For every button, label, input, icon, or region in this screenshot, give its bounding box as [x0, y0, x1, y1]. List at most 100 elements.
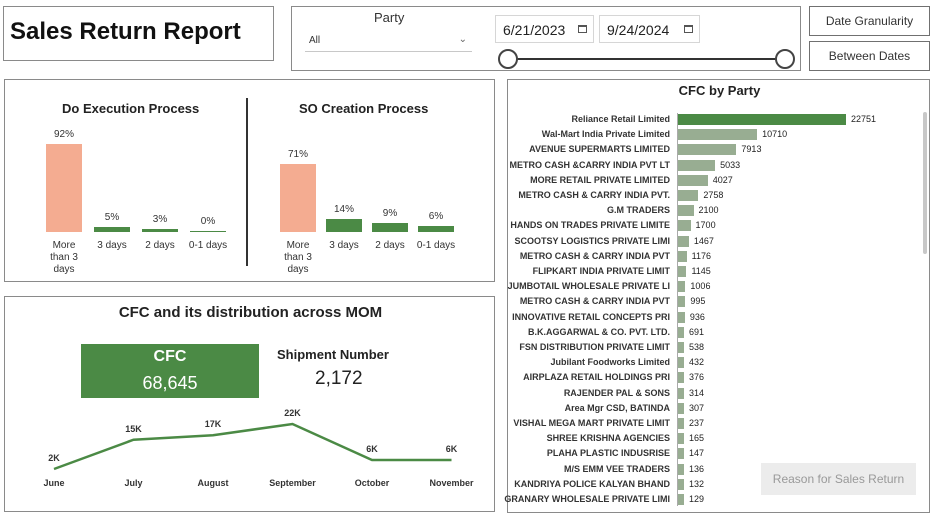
cfc-card-label: CFC — [153, 348, 187, 365]
reason-for-sales-return-button[interactable]: Reason for Sales Return — [761, 463, 916, 495]
calendar-icon[interactable] — [578, 25, 587, 33]
party-row[interactable]: METRO CASH & CARRY INDIA PVT 995 — [508, 294, 918, 309]
party-row[interactable]: G.M TRADERS 2100 — [508, 203, 918, 218]
bar-category-label: 2 days — [375, 240, 405, 251]
party-value: 691 — [689, 326, 705, 337]
party-row[interactable]: PLAHA PLASTIC INDUSRISE 147 — [508, 446, 918, 461]
party-bar[interactable] — [678, 402, 684, 414]
party-row[interactable]: VISHAL MEGA MART PRIVATE LIMIT 237 — [508, 416, 918, 431]
party-value: 538 — [689, 342, 705, 352]
party-row[interactable]: KANDRIYA POLICE KALYAN BHAND 132 — [508, 477, 918, 492]
party-row[interactable]: Reliance Retail Limited 22751 — [508, 112, 918, 127]
date-range-slider-track[interactable] — [507, 58, 785, 60]
party-row[interactable]: SCOOTSY LOGISTICS PRIVATE LIMI 1467 — [508, 234, 918, 249]
mom-title: CFC and its distribution across MOM — [118, 304, 383, 321]
party-row[interactable]: JUMBOTAIL WHOLESALE PRIVATE LI 1006 — [508, 279, 918, 294]
mom-month-label: August — [197, 478, 229, 488]
party-bar[interactable] — [678, 114, 846, 125]
party-value: 2100 — [698, 205, 719, 216]
party-row[interactable]: INNOVATIVE RETAIL CONCEPTS PRI 936 — [508, 310, 918, 325]
bar-category-label: 3 days — [97, 240, 127, 251]
party-value: 237 — [689, 418, 705, 428]
mom-value-label: 2K — [48, 453, 60, 463]
party-name: PLAHA PLASTIC INDUSRISE — [546, 448, 670, 459]
end-date-value: 9/24/2024 — [607, 22, 670, 38]
process-bar[interactable] — [142, 229, 178, 232]
party-row[interactable]: AIRPLAZA RETAIL HOLDINGS PRI 376 — [508, 370, 918, 385]
party-bar[interactable] — [678, 220, 691, 232]
mom-value-label: 17K — [204, 419, 222, 430]
start-date-input[interactable]: 6/21/2023 — [495, 15, 594, 43]
party-bar[interactable] — [678, 235, 689, 247]
party-value: 136 — [689, 463, 705, 474]
party-bar[interactable] — [678, 311, 685, 323]
party-value: 1145 — [691, 266, 711, 276]
party-bar[interactable] — [678, 326, 684, 338]
party-row[interactable]: RAJENDER PAL & SONS 314 — [508, 386, 918, 401]
process-bar[interactable] — [372, 223, 408, 232]
party-name: JUMBOTAIL WHOLESALE PRIVATE LI — [507, 281, 670, 292]
party-bar[interactable] — [678, 205, 694, 217]
party-bar[interactable] — [678, 159, 716, 171]
party-value: 22751 — [851, 114, 877, 124]
date-slider-end-handle[interactable] — [775, 49, 795, 69]
party-bar[interactable] — [678, 448, 684, 460]
party-row[interactable]: AVENUE SUPERMARTS LIMITED 7913 — [508, 142, 918, 157]
party-row[interactable]: METRO CASH & CARRY INDIA PVT 1176 — [508, 249, 918, 264]
process-bar[interactable] — [280, 164, 316, 232]
party-bar[interactable] — [678, 478, 684, 490]
calendar-icon[interactable] — [684, 25, 693, 33]
party-row[interactable]: FLIPKART INDIA PRIVATE LIMIT 1145 — [508, 264, 918, 279]
party-bar[interactable] — [678, 463, 684, 475]
process-bar[interactable] — [46, 144, 82, 232]
process-bar[interactable] — [190, 231, 226, 232]
mom-series-line[interactable] — [53, 422, 452, 471]
party-name: Area Mgr CSD, BATINDA — [564, 402, 670, 413]
party-row[interactable]: HANDS ON TRADES PRIVATE LIMITE 1700 — [508, 218, 918, 233]
shipment-label: Shipment Number — [277, 347, 389, 362]
party-bar[interactable] — [678, 129, 758, 141]
party-bar[interactable] — [678, 342, 684, 353]
party-bar[interactable] — [678, 144, 737, 156]
date-granularity-button[interactable]: Date Granularity — [809, 6, 930, 36]
party-bar[interactable] — [678, 372, 684, 384]
party-row[interactable]: METRO CASH & CARRY INDIA PVT. 2758 — [508, 188, 918, 203]
party-bar[interactable] — [678, 250, 687, 262]
party-bar[interactable] — [678, 387, 684, 399]
party-row[interactable]: Wal-Mart India Private Limited 10710 — [508, 127, 918, 142]
process-bar[interactable] — [326, 218, 362, 232]
party-row[interactable]: SHREE KRISHNA AGENCIES 165 — [508, 431, 918, 446]
cfc-by-party-title: CFC by Party — [678, 83, 761, 98]
party-row[interactable]: FSN DISTRIBUTION PRIVATE LIMIT 538 — [508, 340, 918, 355]
date-slider-start-handle[interactable] — [498, 49, 518, 69]
report-title: Sales Return Report — [10, 18, 241, 45]
party-bar[interactable] — [678, 357, 684, 369]
party-dropdown[interactable]: All ⌄ — [305, 30, 472, 52]
process-bar[interactable] — [418, 226, 454, 232]
party-bar[interactable] — [678, 174, 708, 186]
party-name: METRO CASH & CARRY INDIA PVT — [519, 250, 670, 261]
party-name: M/S EMM VEE TRADERS — [563, 463, 670, 474]
bar-category-label: More than 3 days — [50, 240, 78, 275]
mom-month-label: June — [43, 478, 65, 488]
party-bar[interactable] — [678, 433, 684, 445]
party-bar[interactable] — [678, 494, 684, 505]
party-value: 936 — [689, 311, 705, 322]
process-bar[interactable] — [94, 227, 130, 232]
party-bar[interactable] — [678, 296, 686, 308]
party-row[interactable]: GRANARY WHOLESALE PRIVATE LIMI 129 — [504, 492, 918, 507]
party-row[interactable]: MORE RETAIL PRIVATE LIMITED 4027 — [508, 173, 918, 188]
party-bar[interactable] — [678, 190, 699, 201]
party-bar[interactable] — [678, 418, 684, 429]
party-row[interactable]: Jubilant Foodworks Limited 432 — [508, 355, 918, 370]
bar-percent-label: 92% — [53, 129, 74, 140]
between-dates-button[interactable]: Between Dates — [809, 41, 930, 71]
party-bar[interactable] — [678, 266, 687, 277]
party-bar[interactable] — [678, 281, 686, 293]
party-row[interactable]: M/S EMM VEE TRADERS 136 — [508, 462, 918, 477]
party-row[interactable]: Area Mgr CSD, BATINDA 307 — [508, 401, 918, 416]
end-date-input[interactable]: 9/24/2024 — [599, 15, 700, 43]
party-row[interactable]: METRO CASH &CARRY INDIA PVT LT 5033 — [508, 158, 918, 173]
party-row[interactable]: B.K.AGGARWAL & CO. PVT. LTD. 691 — [508, 325, 918, 340]
party-scrollbar[interactable] — [923, 112, 927, 254]
